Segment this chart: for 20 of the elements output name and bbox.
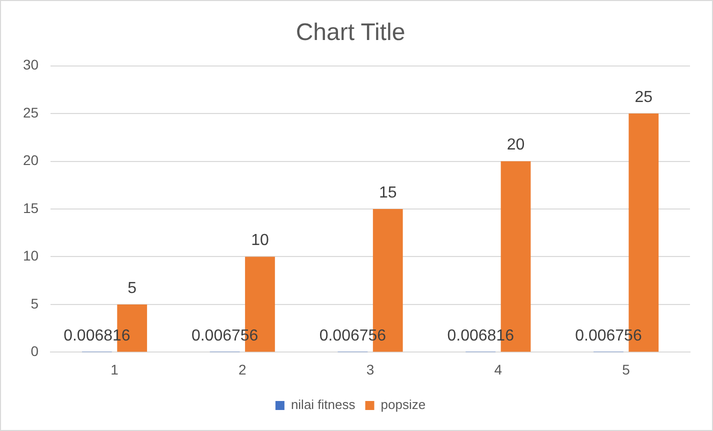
y-tick-label: 15	[22, 200, 39, 216]
data-label: 5	[128, 280, 137, 297]
data-label: 10	[251, 232, 269, 250]
data-label: 20	[506, 136, 525, 154]
data-label: 15	[378, 184, 397, 202]
y-tick-label: 0	[30, 343, 39, 360]
legend-label: popsize	[380, 397, 426, 412]
x-tick-label: 4	[494, 361, 502, 378]
y-tick-label: 25	[22, 104, 39, 120]
x-tick-label: 3	[366, 361, 374, 378]
x-tick-label: 5	[622, 361, 630, 378]
chart-title: Chart Title	[296, 19, 406, 46]
legend-label: nilai fitness	[290, 397, 356, 412]
y-tick-label: 20	[22, 152, 39, 168]
y-tick-label: 10	[22, 248, 39, 264]
data-label: 25	[634, 88, 653, 106]
x-tick-label: 1	[110, 361, 119, 378]
x-tick-label: 2	[238, 361, 246, 378]
y-tick-label: 5	[30, 295, 39, 312]
y-tick-label: 30	[22, 56, 39, 73]
